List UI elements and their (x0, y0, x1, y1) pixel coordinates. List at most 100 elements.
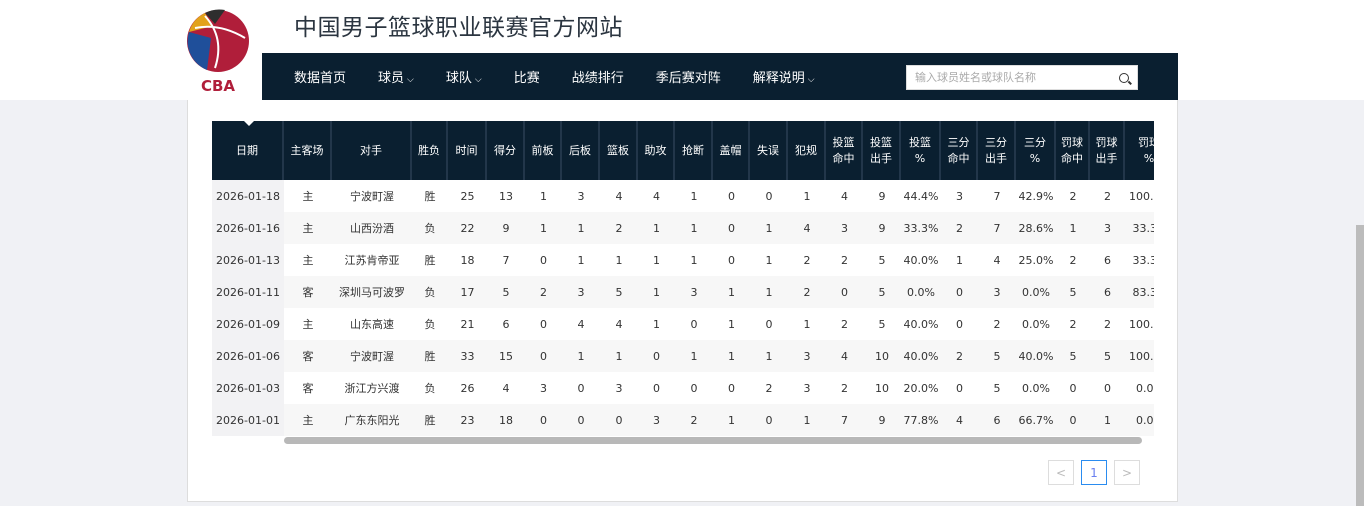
table-cell: 0 (728, 381, 735, 395)
column-header-label: 篮板 (607, 143, 629, 157)
table-cell: 2 (525, 276, 562, 308)
column-header[interactable]: 抢断 (675, 121, 713, 180)
table-row: 2026-01-03 客 浙江方兴渡 负 26 4 3 0 3 0 0 0 2 3 2 10 20.0% 0 5 0.… (212, 372, 1154, 404)
column-header[interactable]: 犯规 (788, 121, 826, 180)
column-header-label: 助攻 (644, 143, 667, 157)
nav-item-3[interactable]: 比赛 (514, 67, 540, 86)
column-header[interactable]: 投篮 出手 (863, 121, 901, 180)
table-cell: 2 (841, 317, 848, 331)
scrollbar-thumb[interactable] (284, 437, 1142, 444)
column-header[interactable]: 对手 (332, 121, 412, 180)
nav-item-label: 战绩排行 (571, 71, 624, 86)
nav-item-4[interactable]: 战绩排行 (572, 67, 624, 86)
table-cell: 1 (540, 189, 547, 203)
table-cell: 18 (460, 253, 475, 267)
table-row: 2026-01-13 主 江苏肯帝亚 胜 18 7 0 1 1 1 1 0 1 2 2 5 40.0% 1 4 25.… (212, 244, 1154, 276)
column-header-label: 投篮 (909, 135, 931, 149)
table-cell: 2 (765, 381, 773, 395)
table-cell: 66.7% (1016, 404, 1056, 436)
column-header[interactable]: 罚球 出手 (1090, 121, 1125, 180)
nav-item-label: 比赛 (513, 71, 540, 86)
table-cell: 0 (562, 404, 600, 436)
nav-item-0[interactable]: 数据首页 (294, 67, 346, 86)
column-header[interactable]: 罚球 命中 (1056, 121, 1090, 180)
column-header[interactable]: 投篮% (901, 121, 941, 180)
date-cell: 2026-01-13 (212, 244, 284, 276)
table-cell: 33.3% (1125, 212, 1154, 244)
chevron-down-icon: ⌵ (474, 75, 482, 85)
table-cell: 江苏肯帝亚 (344, 254, 400, 267)
table-cell: 0.0% (1125, 404, 1154, 436)
column-header[interactable]: 三分 命中 (941, 121, 978, 180)
table-row: 2026-01-16 主山西汾酒负 22 9 1 1 2 1 1 0 1 4 3 9 33.3% 2 7 28.6… (212, 212, 1154, 244)
cba-logo[interactable]: CBA (185, 8, 251, 96)
table-cell: 1 (765, 253, 773, 267)
table-cell: 0 (956, 381, 963, 395)
table-cell: 4 (502, 381, 510, 395)
table-cell: 0 (826, 276, 863, 308)
table-cell: 0 (956, 317, 963, 331)
table-cell: 0 (525, 404, 562, 436)
table-row: 2026-01-18 主宁波町渥胜 25 13 1 3 4 4 1 0 0 1 4 9 44.4% 3 7 42.… (212, 180, 1154, 212)
search-icon[interactable] (1119, 72, 1129, 83)
nav-item-label: 数据首页 (294, 71, 347, 86)
table-cell: 21 (460, 317, 475, 331)
column-header[interactable]: 三分 出手 (978, 121, 1016, 180)
table-cell: 2 (788, 276, 826, 308)
sort-indicator-icon (243, 121, 255, 126)
search-input[interactable] (915, 71, 1119, 84)
column-header[interactable]: 三分% (1016, 121, 1056, 180)
column-header[interactable]: 胜负 (412, 121, 448, 180)
table-cell: 1 (525, 212, 562, 244)
table-cell: 客 (284, 340, 332, 372)
column-header[interactable]: 后板 (562, 121, 600, 180)
table-cell: 7 (826, 404, 863, 436)
table-cell: 3 (675, 276, 713, 308)
logo-text: CBA (201, 77, 235, 95)
table-cell: 4 (993, 253, 1001, 267)
table-cell: 0 (1104, 381, 1111, 395)
column-header[interactable]: 投篮 命中 (826, 121, 863, 180)
chevron-down-icon: ⌵ (807, 75, 815, 85)
page-1-button[interactable]: 1 (1081, 460, 1107, 485)
chevron-down-icon: ⌵ (407, 75, 414, 85)
column-header-label: 命中 (947, 151, 970, 165)
table-cell: 0 (540, 253, 547, 267)
column-header[interactable]: 主客场 (284, 121, 332, 180)
nav-item-2[interactable]: 球队 ⌵ (446, 67, 482, 86)
column-header-label: 命中 (1061, 151, 1083, 165)
table-cell: 0 (728, 189, 735, 203)
table-cell: 1 (638, 276, 675, 308)
nav-item-5[interactable]: 季后赛对阵 (656, 67, 721, 86)
column-header[interactable]: 盖帽 (713, 121, 750, 180)
column-header-label: 对手 (360, 143, 382, 157)
table-cell: 4 (826, 340, 863, 372)
table-cell: 1 (653, 253, 660, 267)
column-header[interactable]: 时间 (448, 121, 487, 180)
column-header[interactable]: 罚球% (1125, 121, 1154, 180)
table-cell: 3 (1090, 212, 1125, 244)
vertical-scrollbar[interactable] (1356, 225, 1364, 506)
column-header[interactable]: 得分 (487, 121, 525, 180)
date-cell: 2026-01-16 (212, 212, 284, 244)
table-cell: 0.0% (1016, 276, 1056, 308)
table-cell: 44.4% (903, 189, 939, 203)
prev-page-button[interactable]: < (1048, 460, 1074, 485)
column-header[interactable]: 篮板 (600, 121, 638, 180)
table-cell: 胜 (424, 254, 436, 267)
table-cell: 胜 (424, 190, 436, 203)
table-cell: 20.0% (903, 381, 939, 395)
table-cell: 10 (875, 381, 889, 395)
date-cell: 2026-01-01 (212, 404, 284, 436)
horizontal-scrollbar[interactable] (212, 437, 1154, 445)
nav-item-1[interactable]: 球员 ⌵ (378, 67, 414, 86)
column-header[interactable]: 失误 (750, 121, 788, 180)
table-cell: 25 (460, 189, 475, 203)
column-header[interactable]: 日期 (212, 121, 284, 180)
column-header[interactable]: 助攻 (638, 121, 675, 180)
nav-item-6[interactable]: 解释说明 ⌵ (753, 67, 815, 86)
table-cell: 2 (841, 253, 848, 267)
column-header[interactable]: 前板 (525, 121, 562, 180)
table-cell: 1 (956, 253, 963, 267)
next-page-button[interactable]: > (1114, 460, 1140, 485)
